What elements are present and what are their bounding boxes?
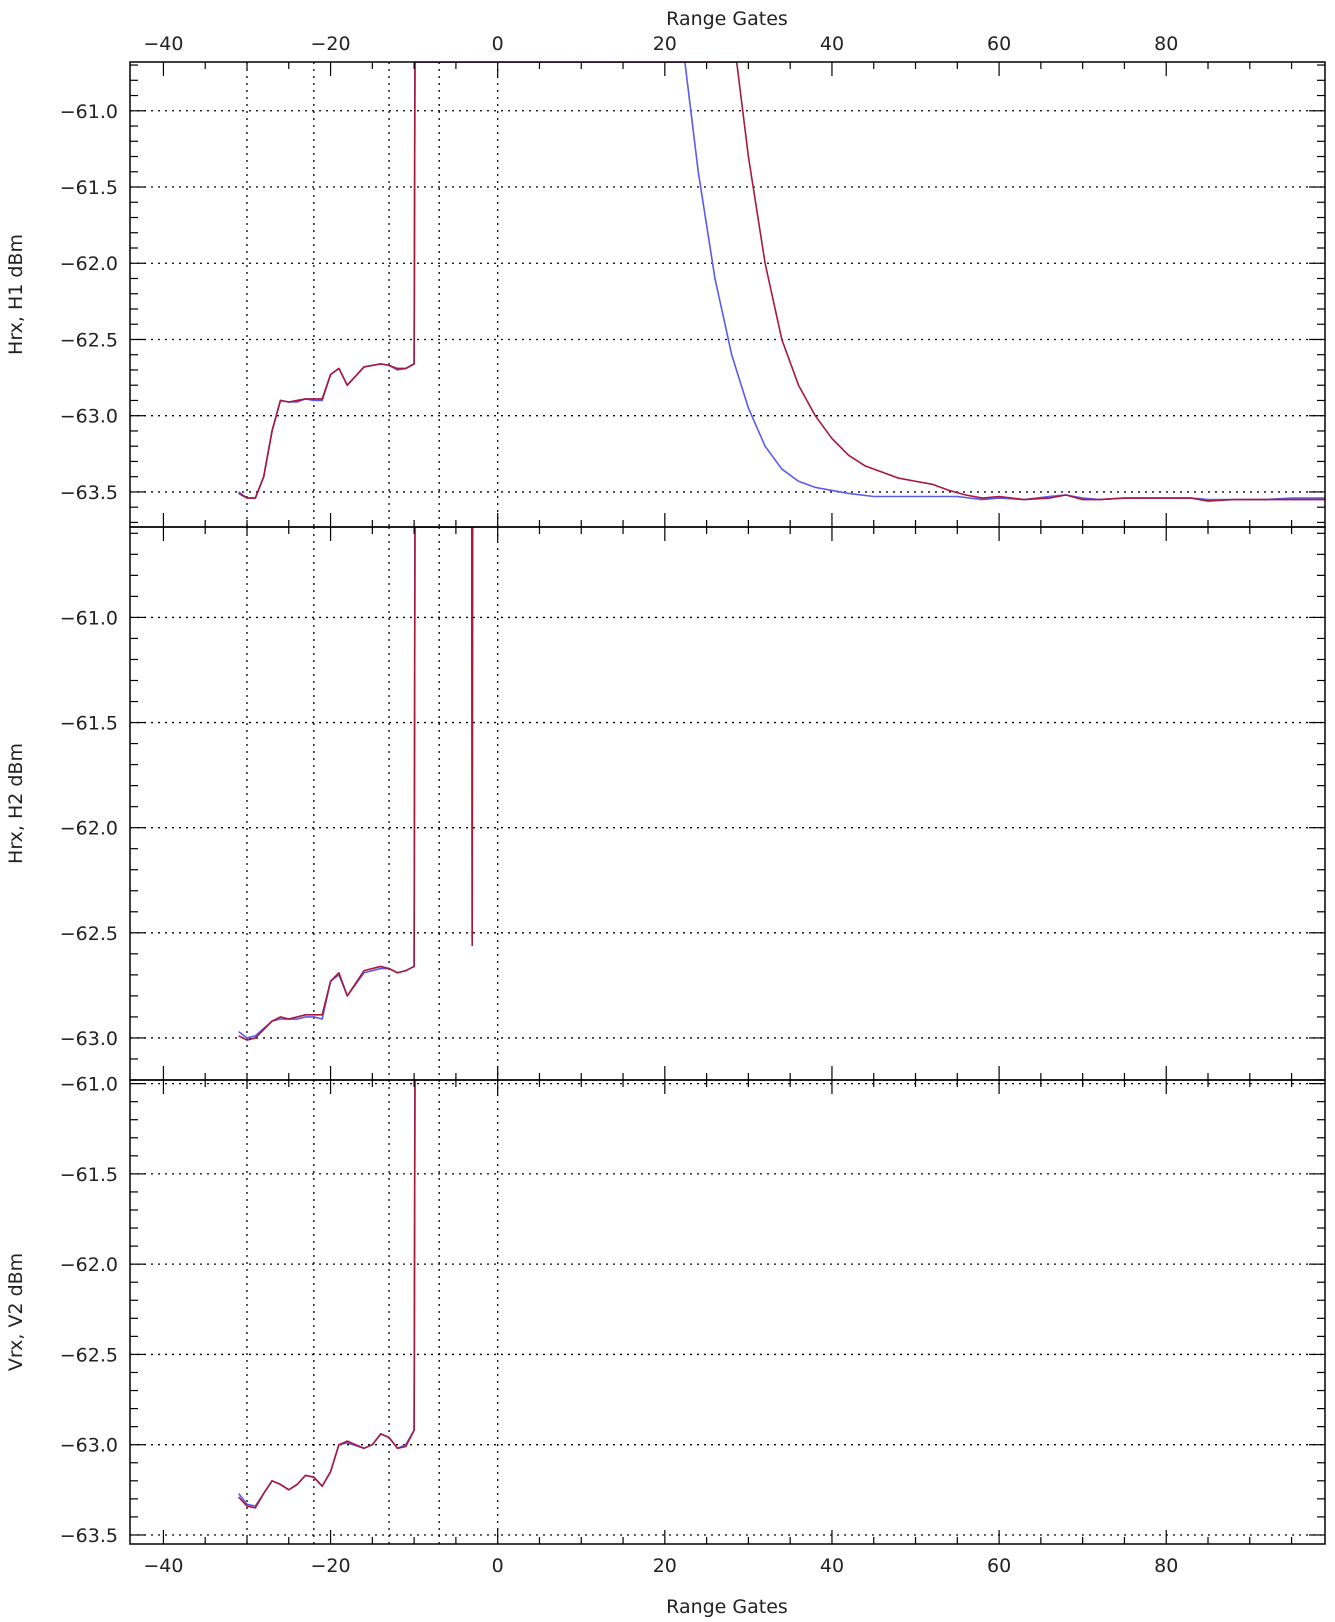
panel-frame [129,61,1326,528]
y-axis-label: Hrx, H1 dBm [5,234,27,355]
grid-layer [130,62,1325,1544]
x-tick-label-bottom: −40 [143,1555,183,1577]
x-tick-label-bottom: 80 [1154,1555,1178,1577]
y-tick-label: −61.5 [60,177,118,199]
y-tick-label: −61.0 [60,1074,118,1096]
x-tick-label-bottom: 0 [492,1555,504,1577]
y-tick-label: −63.5 [60,482,118,504]
x-tick-label-top: 80 [1154,33,1178,55]
series-line-2 [238,1080,416,1509]
x-tick-label-top: 0 [492,33,504,55]
y-tick-label: −63.5 [60,1525,118,1547]
y-axis-label: Vrx, V2 dBm [5,1253,27,1371]
series-line-1 [238,527,474,1039]
panel-frame [129,526,1326,1081]
series-line-2 [238,527,474,1041]
series-line-1 [238,62,1325,501]
y-tick-label: −61.5 [60,713,118,735]
x-tick-label-bottom: 20 [653,1555,677,1577]
x-tick-label-bottom: −20 [311,1555,351,1577]
series-line-2 [238,62,1325,502]
x-tick-label-top: 40 [820,33,844,55]
y-tick-label: −61.0 [60,101,118,123]
x-tick-label-bottom: 40 [820,1555,844,1577]
y-tick-label: −63.0 [60,406,118,428]
x-tick-label-top: 60 [987,33,1011,55]
x-tick-label-top: −20 [311,33,351,55]
y-tick-label: −63.0 [60,1435,118,1457]
y-tick-label: −62.0 [60,818,118,840]
y-tick-label: −62.0 [60,1254,118,1276]
x-tick-label-top: 20 [653,33,677,55]
y-tick-label: −61.0 [60,607,118,629]
panel-frame [129,1079,1326,1545]
y-axis-label: Hrx, H2 dBm [5,743,27,864]
y-tick-label: −62.0 [60,253,118,275]
x-axis-title-top: Range Gates [666,8,788,30]
frame-layer [129,61,1326,1545]
y-tick-label: −62.5 [60,923,118,945]
y-tick-label: −62.5 [60,1344,118,1366]
x-tick-label-bottom: 60 [987,1555,1011,1577]
label-layer: Range Gates Range Gates −61.0 −61.5 −62.0 −… [5,8,1178,1618]
y-tick-label: −63.0 [60,1028,118,1050]
x-tick-label-top: −40 [143,33,183,55]
y-tick-label: −61.5 [60,1164,118,1186]
y-tick-label: −62.5 [60,329,118,351]
series-layer [238,62,1325,1509]
x-axis-title-bottom: Range Gates [666,1596,788,1618]
